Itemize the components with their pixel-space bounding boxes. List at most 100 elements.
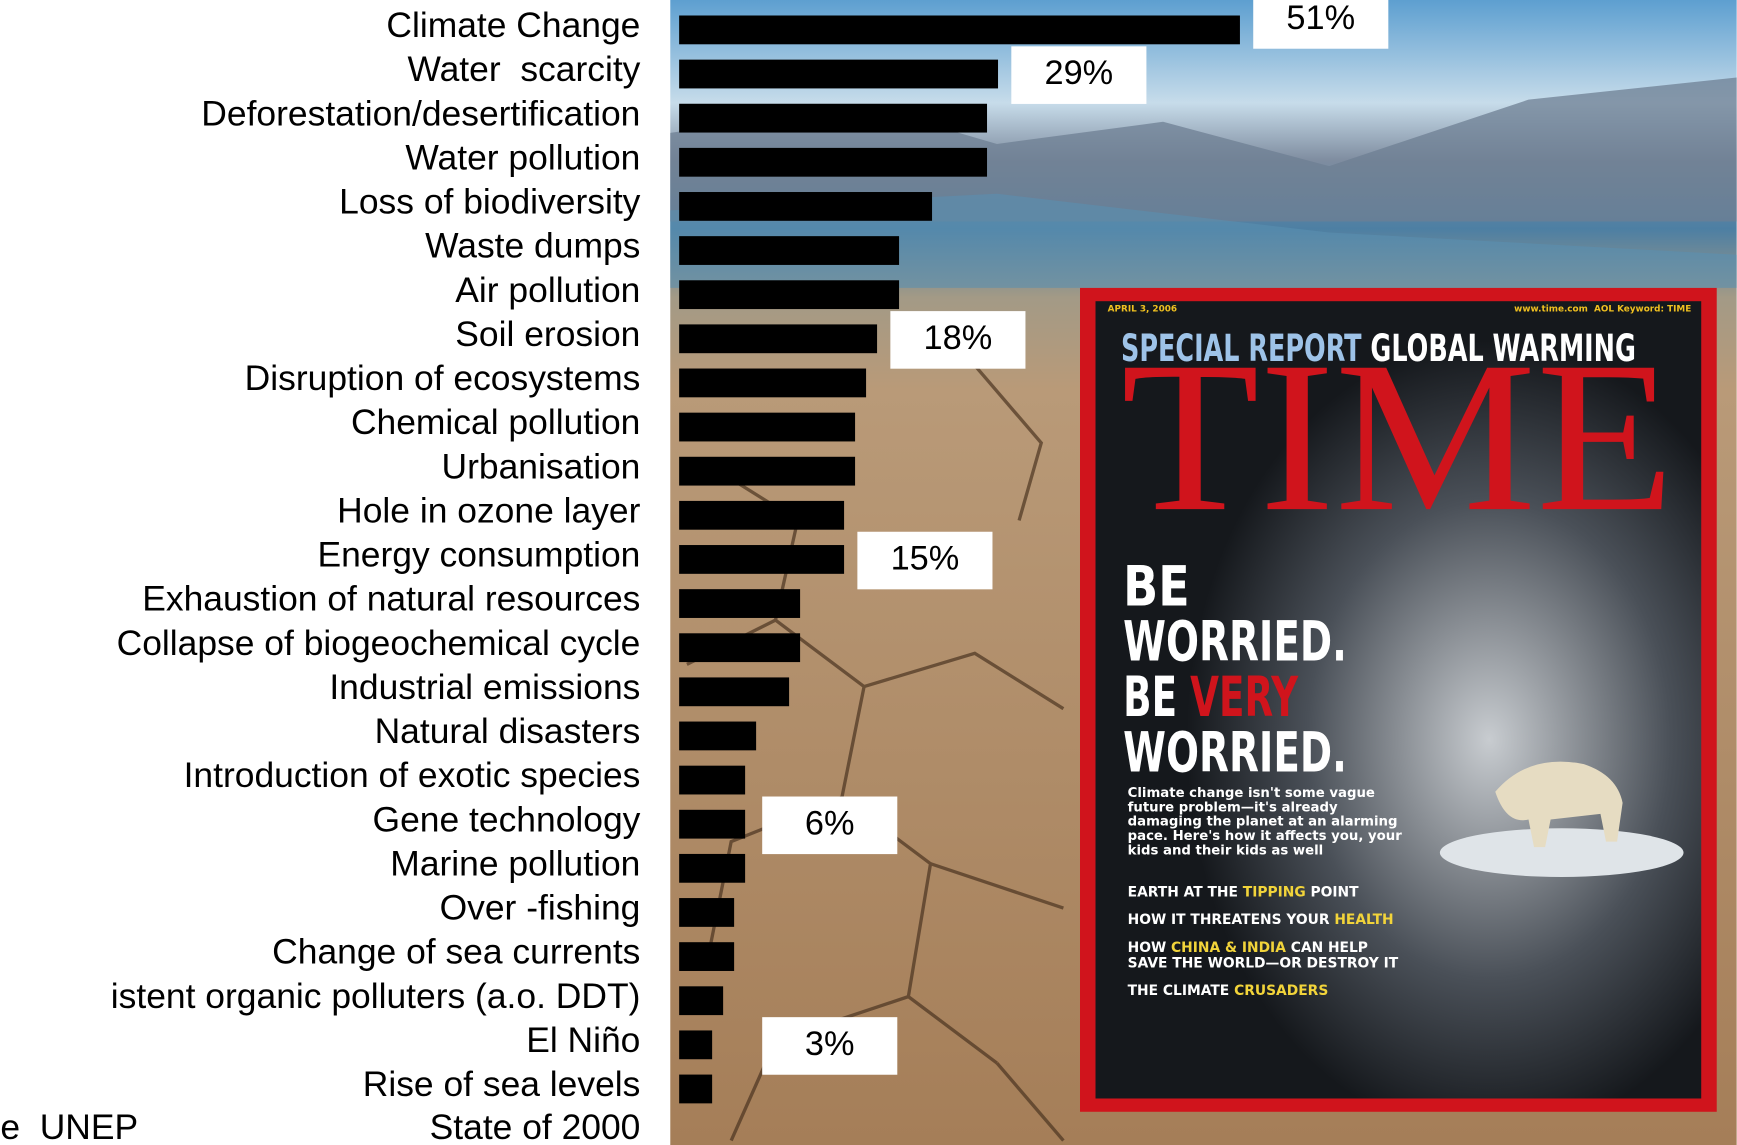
bar — [679, 545, 845, 574]
story-part: EARTH AT THE — [1128, 885, 1243, 901]
category-label: Industrial emissions — [329, 667, 640, 707]
headline-part: VERY — [1190, 666, 1299, 730]
story-part: TIPPING — [1243, 885, 1306, 901]
story-part: HOW IT THREATENS YOUR — [1128, 912, 1335, 928]
story-line: SAVE THE WORLD—OR DESTROY IT — [1128, 955, 1399, 971]
cover-masthead: TIME — [1121, 317, 1675, 556]
value-label: 51% — [1286, 0, 1355, 37]
cover-headline: WORRIED. — [1123, 721, 1347, 785]
category-label: Deforestation/desertification — [201, 93, 640, 133]
blurb-line: damaging the planet at an alarming — [1128, 815, 1398, 830]
bar — [679, 368, 867, 398]
cover-stories: EARTH AT THE TIPPING POINT HOW IT THREATE… — [1128, 885, 1399, 1000]
category-label: Collapse of biogeochemical cycle — [117, 623, 641, 663]
footer-text: State of 2000 — [430, 1107, 641, 1145]
bar — [679, 103, 988, 133]
category-label: Climate Change — [386, 5, 640, 45]
bar — [679, 633, 801, 663]
category-label: Water scarcity — [407, 49, 640, 89]
polar-bear — [1495, 761, 1623, 848]
category-label: Marine pollution — [390, 843, 640, 883]
blurb-line: future problem—it's already — [1128, 800, 1338, 815]
bar-chart: Climate Change 51% Water scarcity 29% Defore… — [111, 0, 1389, 1104]
bar — [679, 500, 845, 530]
blurb-line: pace. Here's how it affects you, your — [1128, 829, 1403, 844]
value-label-box — [890, 311, 1026, 369]
category-label: Rise of sea levels — [363, 1064, 641, 1104]
category-label: Disruption of ecosystems — [245, 358, 641, 398]
story-line: HOW IT THREATENS YOUR HEALTH — [1128, 912, 1394, 928]
story-part: CRUSADERS — [1234, 983, 1328, 999]
story-part: THE CLIMATE — [1128, 983, 1234, 999]
value-label: 29% — [1045, 54, 1114, 92]
cover-dateline: APRIL 3, 2006 — [1108, 304, 1177, 314]
category-label: Waste dumps — [425, 226, 640, 266]
value-label: 6% — [805, 804, 855, 842]
bar — [679, 324, 878, 354]
category-label: Urbanisation — [442, 446, 641, 486]
cover-photo — [1095, 301, 1702, 1099]
category-label: Air pollution — [455, 270, 640, 310]
footer-text: e UNEP — [0, 1107, 138, 1145]
value-label-box — [762, 796, 898, 855]
story-line: THE CLIMATE CRUSADERS — [1128, 983, 1329, 999]
bar — [679, 765, 746, 795]
story-part: POINT — [1306, 885, 1359, 901]
value-label: 15% — [891, 540, 960, 578]
story-part: CHINA & INDIA — [1171, 940, 1286, 956]
value-label: 18% — [924, 319, 993, 357]
bar — [679, 986, 724, 1016]
bar — [679, 942, 735, 971]
category-label: El Niño — [526, 1020, 640, 1060]
bar — [679, 809, 746, 839]
value-label-box — [857, 531, 993, 590]
bar — [679, 677, 790, 707]
cover-headline: BE VERY — [1123, 666, 1299, 730]
cover-headline: BE — [1123, 555, 1189, 619]
category-label: Exhaustion of natural resources — [142, 579, 640, 619]
bar — [679, 280, 900, 310]
bar — [679, 898, 735, 927]
category-label: Water pollution — [405, 137, 640, 177]
category-label: Energy consumption — [317, 535, 640, 575]
category-label: Change of sea currents — [272, 932, 640, 972]
story-part: CAN HELP — [1286, 940, 1368, 956]
value-label: 3% — [805, 1025, 855, 1063]
bar — [679, 412, 856, 442]
bar — [679, 1074, 713, 1104]
category-label: Introduction of exotic species — [184, 755, 641, 795]
magazine-cover: APRIL 3, 2006 www.time.com AOL Keyword: … — [1080, 287, 1717, 1112]
headline-part: BE — [1123, 666, 1190, 730]
ice-floe — [1439, 828, 1684, 878]
category-label: Gene technology — [373, 799, 641, 839]
category-label: Soil erosion — [455, 314, 640, 354]
category-label: Over -fishing — [440, 888, 641, 928]
category-label: istent organic polluters (a.o. DDT) — [111, 976, 641, 1016]
kicker-part: GLOBAL WARMING — [1370, 325, 1635, 369]
bar — [679, 236, 900, 265]
category-label: Hole in ozone layer — [337, 490, 640, 530]
kicker-part: SPECIAL REPORT — [1121, 325, 1370, 369]
bar — [679, 456, 856, 486]
bar — [679, 147, 988, 177]
blurb-line: Climate change isn't some vague — [1128, 786, 1375, 801]
category-label: Natural disasters — [375, 711, 641, 751]
cover-kicker: SPECIAL REPORT GLOBAL WARMING — [1121, 325, 1636, 369]
cover-headline: WORRIED. — [1123, 611, 1347, 675]
story-part: SAVE THE WORLD—OR DESTROY IT — [1128, 955, 1399, 971]
bar — [679, 1030, 713, 1060]
story-part: HEALTH — [1334, 912, 1393, 928]
value-label-box — [762, 1017, 898, 1075]
category-label: Loss of biodiversity — [339, 182, 641, 222]
category-label: Chemical pollution — [351, 402, 640, 442]
bar — [679, 721, 757, 751]
story-part: HOW — [1128, 940, 1171, 956]
bar — [679, 192, 933, 221]
story-line: HOW CHINA & INDIA CAN HELP — [1128, 940, 1368, 956]
bar — [679, 589, 801, 618]
bar — [679, 853, 746, 883]
bar — [679, 59, 999, 89]
